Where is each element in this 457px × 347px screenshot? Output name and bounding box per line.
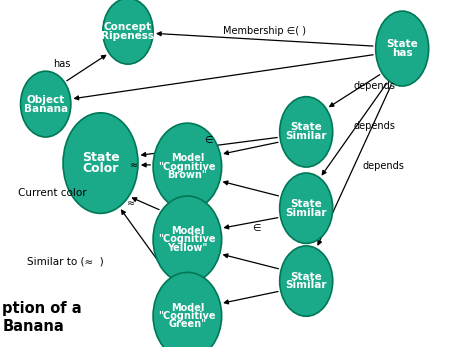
Text: "Cognitive: "Cognitive (159, 162, 216, 171)
Text: Membership ∈( ): Membership ∈( ) (223, 26, 306, 36)
Ellipse shape (280, 246, 333, 316)
Text: Similar: Similar (286, 208, 327, 218)
Text: has: has (53, 59, 70, 69)
Text: ption of a
Banana: ption of a Banana (2, 301, 82, 334)
Text: Color: Color (82, 162, 119, 175)
Text: ≈: ≈ (130, 160, 138, 170)
Text: Current color: Current color (18, 188, 87, 197)
Text: Similar: Similar (286, 131, 327, 141)
Ellipse shape (153, 123, 222, 210)
Text: Concept: Concept (104, 22, 152, 32)
Ellipse shape (376, 11, 429, 86)
Text: Model: Model (170, 303, 204, 313)
Ellipse shape (103, 0, 153, 64)
Text: State: State (386, 39, 418, 49)
Text: "Cognitive: "Cognitive (159, 311, 216, 321)
Text: Model: Model (170, 153, 204, 163)
Text: Banana: Banana (24, 103, 68, 113)
Text: ∈: ∈ (205, 135, 213, 145)
Text: State: State (290, 122, 322, 133)
Text: State: State (82, 151, 119, 164)
Text: State: State (290, 199, 322, 209)
Text: ∈: ∈ (252, 223, 260, 233)
Ellipse shape (153, 196, 222, 283)
Ellipse shape (63, 113, 138, 213)
Text: Brown": Brown" (167, 170, 207, 180)
Text: depends: depends (354, 81, 396, 91)
Text: depends: depends (354, 121, 396, 131)
Text: "Cognitive: "Cognitive (159, 235, 216, 244)
Ellipse shape (21, 71, 71, 137)
Text: has: has (392, 48, 413, 58)
Ellipse shape (280, 97, 333, 167)
Text: depends: depends (363, 161, 405, 171)
Ellipse shape (280, 173, 333, 243)
Text: Ripeness: Ripeness (101, 31, 154, 41)
Text: State: State (290, 272, 322, 282)
Text: ≈: ≈ (128, 198, 136, 209)
Ellipse shape (153, 272, 222, 347)
Text: Yellow": Yellow" (167, 243, 207, 253)
Text: Green": Green" (168, 319, 207, 329)
Text: Model: Model (170, 226, 204, 236)
Text: Similar: Similar (286, 280, 327, 290)
Text: Object: Object (27, 95, 65, 105)
Text: Similar to (≈  ): Similar to (≈ ) (27, 257, 104, 267)
